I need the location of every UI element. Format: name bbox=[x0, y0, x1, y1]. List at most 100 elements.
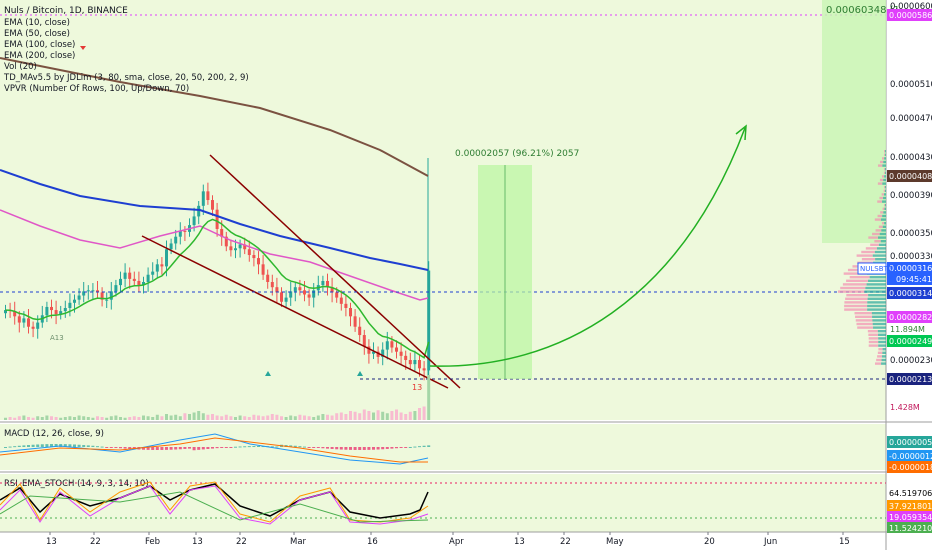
price-badge-text: 0.00005869 bbox=[889, 11, 932, 20]
candle-body bbox=[339, 297, 343, 304]
volume-bar bbox=[160, 416, 164, 420]
vpvr-bar-down bbox=[883, 153, 886, 156]
vpvr-bar-up bbox=[878, 337, 886, 340]
vpvr-bar-up bbox=[878, 340, 886, 344]
candle-body bbox=[91, 290, 95, 292]
vpvr-bar-up bbox=[882, 164, 886, 167]
macd-hist-bar bbox=[201, 447, 205, 450]
volume-bar bbox=[404, 414, 408, 420]
volume-bar bbox=[142, 415, 145, 420]
candle-body bbox=[367, 346, 371, 354]
indicator-label-4: Vol (20) bbox=[4, 62, 37, 72]
vpvr-bar-up bbox=[884, 207, 886, 210]
volume-bar bbox=[408, 411, 412, 420]
vpvr-bar-down bbox=[881, 175, 885, 178]
vpvr-bar-up bbox=[877, 330, 886, 333]
volume-badge-text: 11.894M bbox=[890, 325, 925, 334]
candle-body bbox=[321, 280, 325, 286]
candle-body bbox=[312, 290, 316, 298]
candle-body bbox=[252, 255, 256, 259]
time-tick-label: Jun bbox=[763, 537, 777, 547]
rsi-badge-text: 37.92180114 bbox=[889, 502, 932, 511]
volume-bar bbox=[353, 411, 357, 420]
time-tick-label: 15 bbox=[839, 537, 850, 547]
candle-body bbox=[220, 228, 224, 237]
volume-bar bbox=[344, 414, 348, 420]
volume-bar bbox=[238, 415, 242, 420]
candle-body bbox=[31, 326, 35, 329]
vpvr-bar-down bbox=[879, 196, 884, 200]
indicator-label-6: VPVR (Number Of Rows, 100, Up/Down, 70) bbox=[4, 84, 189, 94]
volume-bar bbox=[31, 417, 35, 420]
macd-hist-bar bbox=[422, 445, 426, 447]
vpvr-bar-up bbox=[873, 326, 886, 329]
vpvr-bar-down bbox=[877, 182, 883, 185]
target-box bbox=[822, 0, 886, 243]
vpvr-bar-up bbox=[868, 279, 886, 282]
vpvr-bar-up bbox=[883, 178, 886, 182]
vpvr-bar-up bbox=[867, 297, 886, 300]
macd-hist-bar bbox=[54, 444, 58, 447]
macd-hist-bar bbox=[316, 447, 320, 448]
volume-bar bbox=[96, 416, 99, 420]
vpvr-bar-up bbox=[878, 243, 886, 246]
projection-arrowhead bbox=[735, 124, 747, 141]
time-tick-label: Feb bbox=[145, 537, 160, 547]
price-tick-label: 0.00002300 bbox=[890, 356, 932, 366]
macd-hist-bar bbox=[192, 447, 196, 451]
volume-bar bbox=[298, 414, 302, 420]
volume-bar bbox=[59, 417, 63, 420]
volume-badge2-text: 1.428M bbox=[890, 403, 920, 412]
vpvr-bar-up bbox=[883, 196, 886, 200]
vpvr-bar-up bbox=[867, 301, 886, 304]
indicator-label-3: EMA (200, close) bbox=[4, 51, 75, 61]
countdown-badge bbox=[887, 274, 932, 285]
volume-bar bbox=[8, 417, 12, 420]
volume-bar bbox=[197, 411, 201, 420]
vpvr-bar-down bbox=[875, 229, 882, 232]
vpvr-bar-down bbox=[878, 225, 883, 228]
vpvr-bar-down bbox=[880, 211, 884, 214]
vpvr-bar-up bbox=[872, 315, 886, 318]
vpvr-bar-down bbox=[883, 189, 885, 192]
signal-triangle bbox=[357, 371, 363, 376]
macd-hist-bar bbox=[381, 447, 385, 450]
vpvr-bar-up bbox=[882, 225, 886, 228]
vpvr-bar-up bbox=[884, 222, 886, 225]
volume-bar bbox=[229, 416, 233, 420]
macd-badge-text: 0.00000055 bbox=[889, 438, 932, 447]
vpvr-bar-down bbox=[856, 254, 873, 257]
vpvr-bar-up bbox=[876, 247, 886, 250]
time-tick-label: Mar bbox=[290, 537, 307, 547]
volume-bar bbox=[367, 411, 371, 420]
price-badge-text: 0.00003161 bbox=[889, 264, 932, 273]
macd-hist-bar bbox=[169, 447, 173, 450]
candle-body bbox=[183, 230, 187, 232]
vpvr-bar-up bbox=[881, 362, 886, 365]
macd-hist-bar bbox=[36, 444, 40, 447]
vpvr-bar-down bbox=[884, 186, 886, 189]
macd-hist-bar bbox=[77, 444, 81, 447]
macd-hist-bar bbox=[155, 447, 159, 450]
volume-bar bbox=[422, 406, 426, 420]
candle-body bbox=[422, 368, 426, 371]
candle-body bbox=[132, 278, 136, 281]
volume-bar bbox=[169, 415, 173, 420]
candle-body bbox=[303, 290, 306, 295]
macd-hist-bar bbox=[128, 447, 132, 449]
vpvr-bar-down bbox=[846, 279, 869, 282]
candle-body bbox=[174, 236, 178, 244]
candle-body bbox=[335, 292, 339, 298]
volume-bar bbox=[275, 414, 279, 420]
time-tick-label: May bbox=[606, 537, 624, 547]
candle-body bbox=[330, 287, 334, 293]
price-badge bbox=[887, 373, 932, 385]
candle-body bbox=[59, 311, 63, 315]
time-tick-label: 22 bbox=[236, 537, 247, 547]
vpvr-bar-up bbox=[882, 348, 886, 351]
macd-hist-bar bbox=[303, 446, 306, 448]
volume-bar bbox=[192, 412, 196, 420]
countdown-text: 09:45:41 bbox=[896, 275, 932, 284]
price-badge-text: 0.00003143 bbox=[889, 289, 932, 298]
